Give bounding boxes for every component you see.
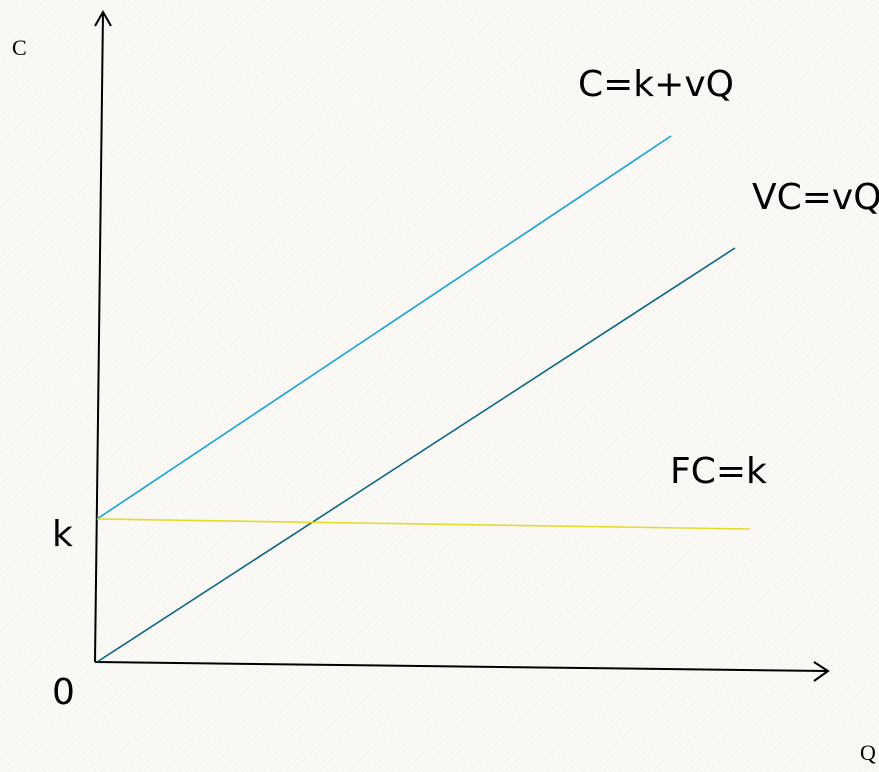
total-cost-label: C=k+vQ bbox=[578, 64, 734, 105]
x-axis bbox=[94, 661, 829, 672]
variable-cost-label: VC=vQ bbox=[752, 177, 879, 218]
origin-label: 0 bbox=[52, 672, 75, 713]
intercept-label: k bbox=[52, 514, 73, 555]
total-cost-line bbox=[96, 135, 672, 520]
series-lines bbox=[96, 135, 751, 663]
fixed-cost-label: FC=k bbox=[670, 451, 767, 492]
x-axis-label: Q bbox=[860, 740, 876, 765]
x-axis-arrowhead bbox=[813, 661, 830, 682]
y-axis-arrowhead bbox=[94, 9, 112, 27]
axes bbox=[94, 9, 830, 682]
labels: C Q 0 k C=k+vQ VC=vQ FC=k bbox=[12, 35, 879, 765]
y-axis-label: C bbox=[12, 35, 27, 60]
y-axis bbox=[94, 11, 104, 663]
variable-cost-line bbox=[96, 247, 736, 663]
fixed-cost-line bbox=[96, 518, 751, 530]
